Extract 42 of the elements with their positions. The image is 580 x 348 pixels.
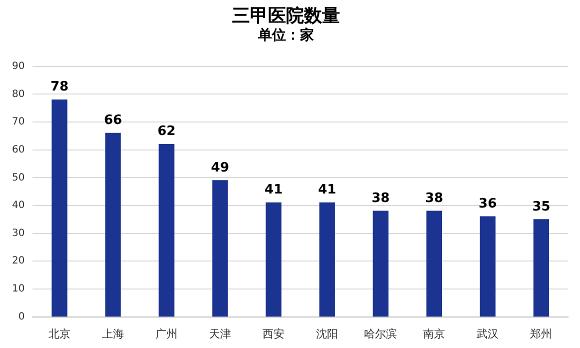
bar [158, 144, 174, 317]
bar [52, 99, 68, 317]
y-tick-label: 0 [18, 311, 25, 322]
x-tick-label: 郑州 [530, 327, 552, 340]
bar [480, 216, 496, 317]
data-label: 49 [211, 160, 230, 176]
x-tick-label: 沈阳 [316, 327, 338, 340]
data-label: 38 [425, 190, 444, 206]
y-tick-label: 40 [12, 200, 25, 212]
chart-title: 三甲医院数量 [232, 5, 340, 26]
x-tick-label: 西安 [262, 327, 285, 340]
y-tick-label: 90 [12, 60, 25, 72]
bar [266, 202, 282, 317]
x-tick-label: 天津 [209, 327, 232, 340]
y-tick-label: 70 [12, 116, 25, 128]
bar [533, 219, 550, 317]
y-tick-label: 50 [12, 172, 25, 184]
bar [372, 210, 388, 317]
data-label: 62 [157, 124, 176, 140]
data-label: 41 [264, 182, 283, 198]
bar [212, 180, 228, 317]
bar [319, 202, 335, 317]
data-label: 38 [372, 190, 390, 206]
bar [426, 210, 442, 317]
x-tick-label: 广州 [156, 327, 178, 340]
x-tick-label: 北京 [48, 327, 70, 340]
bar [105, 132, 121, 317]
data-label: 66 [104, 113, 122, 128]
y-tick-label: 30 [12, 228, 25, 239]
data-label: 35 [532, 199, 550, 214]
chart-subtitle: 单位：家 [257, 26, 314, 44]
y-tick-label: 80 [12, 88, 25, 100]
data-label: 41 [318, 182, 336, 198]
x-tick-label: 上海 [102, 327, 124, 340]
y-tick-label: 10 [12, 284, 25, 295]
x-tick-label: 哈尔滨 [364, 327, 398, 340]
x-tick-label: 武汉 [476, 327, 499, 340]
data-label: 36 [478, 196, 497, 212]
x-tick-label: 南京 [423, 327, 446, 340]
data-label: 78 [50, 80, 69, 95]
y-tick-label: 60 [12, 144, 25, 156]
y-tick-label: 20 [12, 256, 25, 267]
